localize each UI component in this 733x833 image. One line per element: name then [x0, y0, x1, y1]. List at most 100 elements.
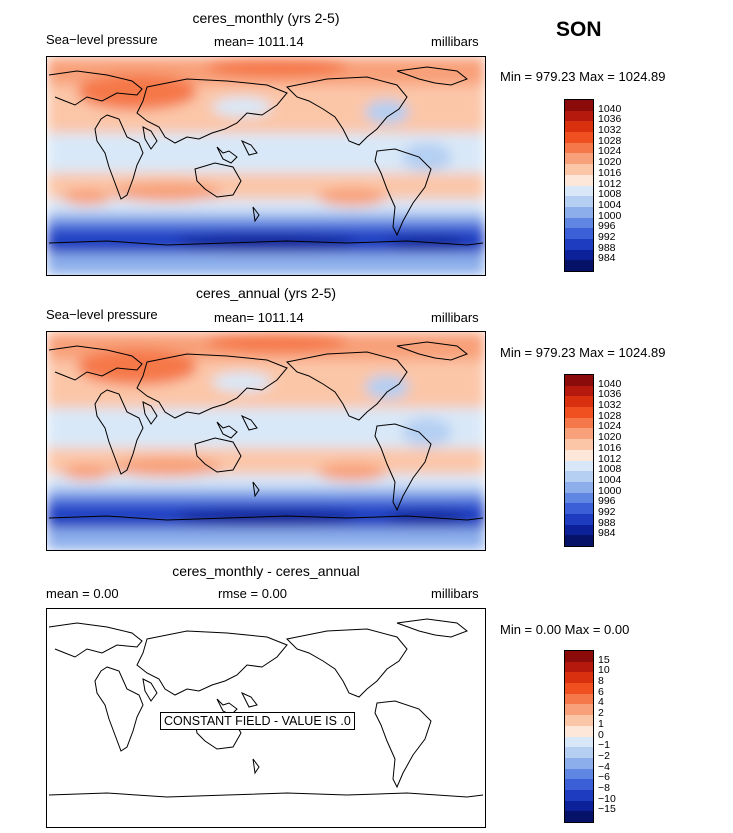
panel-3-title: ceres_monthly - ceres_annual — [172, 563, 360, 579]
colorbar-tick-label: 1024 — [598, 420, 622, 433]
colorbar-tick-label: −8 — [598, 781, 610, 794]
colorbar-swatch — [565, 396, 593, 408]
colorbar-tick-label: 1012 — [598, 452, 622, 465]
colorbar-tick-label: −1 — [598, 739, 610, 752]
colorbar-swatch — [565, 683, 593, 694]
colorbar-tick-label: 1012 — [598, 177, 622, 190]
colorbar-tick-label: 988 — [598, 516, 616, 529]
colorbar-swatch — [565, 672, 593, 684]
panel-2-variable-label: Sea−level pressure — [46, 307, 158, 322]
panel-2-minmax: Min = 979.23 Max = 1024.89 — [500, 345, 666, 360]
colorbar-tick-label: 996 — [598, 495, 616, 508]
colorbar-swatch — [565, 132, 593, 143]
colorbar-tick-label: −2 — [598, 749, 610, 762]
colorbar-tick-label: 1036 — [598, 388, 622, 401]
colorbar-tick-label: 4 — [598, 696, 604, 709]
colorbar-tick-label: 996 — [598, 220, 616, 233]
colorbar-swatch — [565, 174, 593, 186]
colorbar-tick-label: 1000 — [598, 484, 622, 497]
colorbar-swatch — [565, 121, 593, 133]
colorbar-tick-label: −4 — [598, 760, 610, 773]
colorbar-tick-label: 1032 — [598, 124, 622, 137]
colorbar-tick-label: 1024 — [598, 145, 622, 158]
colorbar-swatch — [565, 460, 593, 472]
panel-3-mean-label: mean = 0.00 — [46, 586, 119, 601]
colorbar-swatch — [565, 206, 593, 218]
colorbar-tick-label: 1040 — [598, 102, 622, 115]
colorbar-swatch — [565, 725, 593, 737]
panel-2-coastlines — [48, 341, 484, 521]
panel-1-units-label: millibars — [431, 34, 479, 49]
colorbar-swatch — [565, 747, 593, 758]
panel-3-rmse-label: rmse = 0.00 — [218, 586, 288, 601]
colorbar-swatch — [565, 651, 593, 662]
colorbar-swatch — [565, 260, 593, 271]
colorbar-swatch — [565, 736, 593, 748]
colorbar-tick-label: 1040 — [598, 377, 622, 390]
colorbar-swatch — [565, 503, 593, 514]
colorbar-tick-label: 1004 — [598, 473, 622, 486]
colorbar-swatch — [565, 768, 593, 780]
colorbar-tick-label: 988 — [598, 241, 616, 254]
panel-2-mean-label: mean= 1011.14 — [214, 310, 304, 325]
colorbar-tick-label: 992 — [598, 230, 616, 243]
panel-3-minmax: Min = 0.00 Max = 0.00 — [500, 622, 630, 637]
colorbar-swatch — [565, 715, 593, 726]
colorbar-tick-label: 1036 — [598, 113, 622, 126]
colorbar-swatch — [565, 789, 593, 801]
panel-3-colorbar — [564, 650, 594, 823]
colorbar-tick-label: 992 — [598, 505, 616, 518]
colorbar-swatch — [565, 449, 593, 461]
colorbar-tick-label: 1028 — [598, 409, 622, 422]
panel-2-map — [46, 331, 486, 551]
colorbar-tick-label: 1 — [598, 717, 604, 730]
colorbar-tick-label: −10 — [598, 792, 616, 805]
colorbar-swatch — [565, 492, 593, 504]
colorbar-swatch — [565, 217, 593, 229]
colorbar-swatch — [565, 800, 593, 812]
colorbar-swatch — [565, 110, 593, 122]
colorbar-swatch — [565, 428, 593, 440]
colorbar-tick-label: 1016 — [598, 166, 622, 179]
colorbar-swatch — [565, 524, 593, 536]
colorbar-swatch — [565, 704, 593, 716]
colorbar-swatch — [565, 661, 593, 673]
colorbar-swatch — [565, 185, 593, 197]
panel-1-minmax: Min = 979.23 Max = 1024.89 — [500, 69, 666, 84]
colorbar-swatch — [565, 693, 593, 705]
colorbar-tick-label: 8 — [598, 675, 604, 688]
colorbar-tick-label: 1008 — [598, 188, 622, 201]
colorbar-swatch — [565, 142, 593, 154]
season-label: SON — [556, 18, 602, 41]
colorbar-tick-label: 984 — [598, 527, 616, 540]
colorbar-swatch — [565, 513, 593, 525]
colorbar-tick-label: 1020 — [598, 156, 622, 169]
colorbar-swatch — [565, 385, 593, 397]
colorbar-swatch — [565, 375, 593, 386]
colorbar-tick-label: 1016 — [598, 441, 622, 454]
panel-1-mean-label: mean= 1011.14 — [214, 34, 304, 49]
panel-1-title: ceres_monthly (yrs 2-5) — [192, 10, 340, 26]
colorbar-tick-label: 2 — [598, 707, 604, 720]
colorbar-swatch — [565, 100, 593, 111]
colorbar-swatch — [565, 417, 593, 429]
panel-2-title: ceres_annual (yrs 2-5) — [195, 285, 337, 301]
colorbar-swatch — [565, 407, 593, 418]
colorbar-swatch — [565, 757, 593, 769]
colorbar-tick-label: 984 — [598, 252, 616, 265]
colorbar-swatch — [565, 153, 593, 165]
panel-2-colorbar — [564, 374, 594, 547]
panel-1-colorbar — [564, 99, 594, 272]
colorbar-swatch — [565, 164, 593, 175]
colorbar-swatch — [565, 228, 593, 239]
colorbar-swatch — [565, 439, 593, 450]
colorbar-tick-label: 6 — [598, 685, 604, 698]
colorbar-tick-label: 1032 — [598, 399, 622, 412]
colorbar-tick-label: 0 — [598, 728, 604, 741]
panel-2-units-label: millibars — [431, 310, 479, 325]
colorbar-swatch — [565, 196, 593, 207]
panel-3-units-label: millibars — [431, 586, 479, 601]
panel-1-coastlines — [48, 66, 484, 246]
colorbar-tick-label: −6 — [598, 771, 610, 784]
colorbar-swatch — [565, 779, 593, 790]
